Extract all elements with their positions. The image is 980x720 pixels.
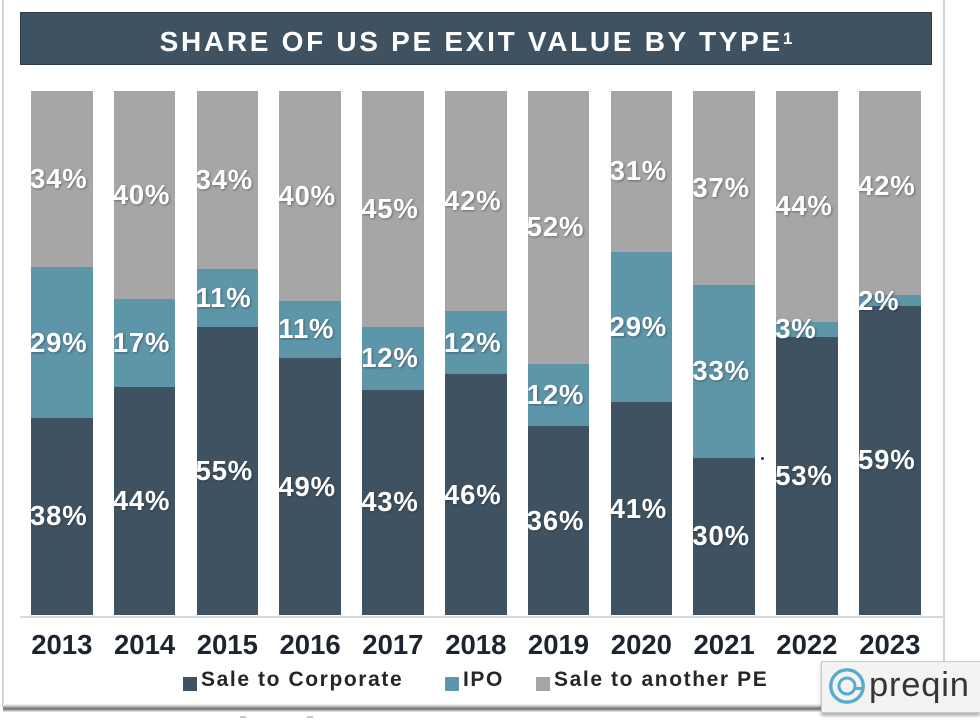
svg-text:preqin: preqin bbox=[869, 666, 970, 704]
